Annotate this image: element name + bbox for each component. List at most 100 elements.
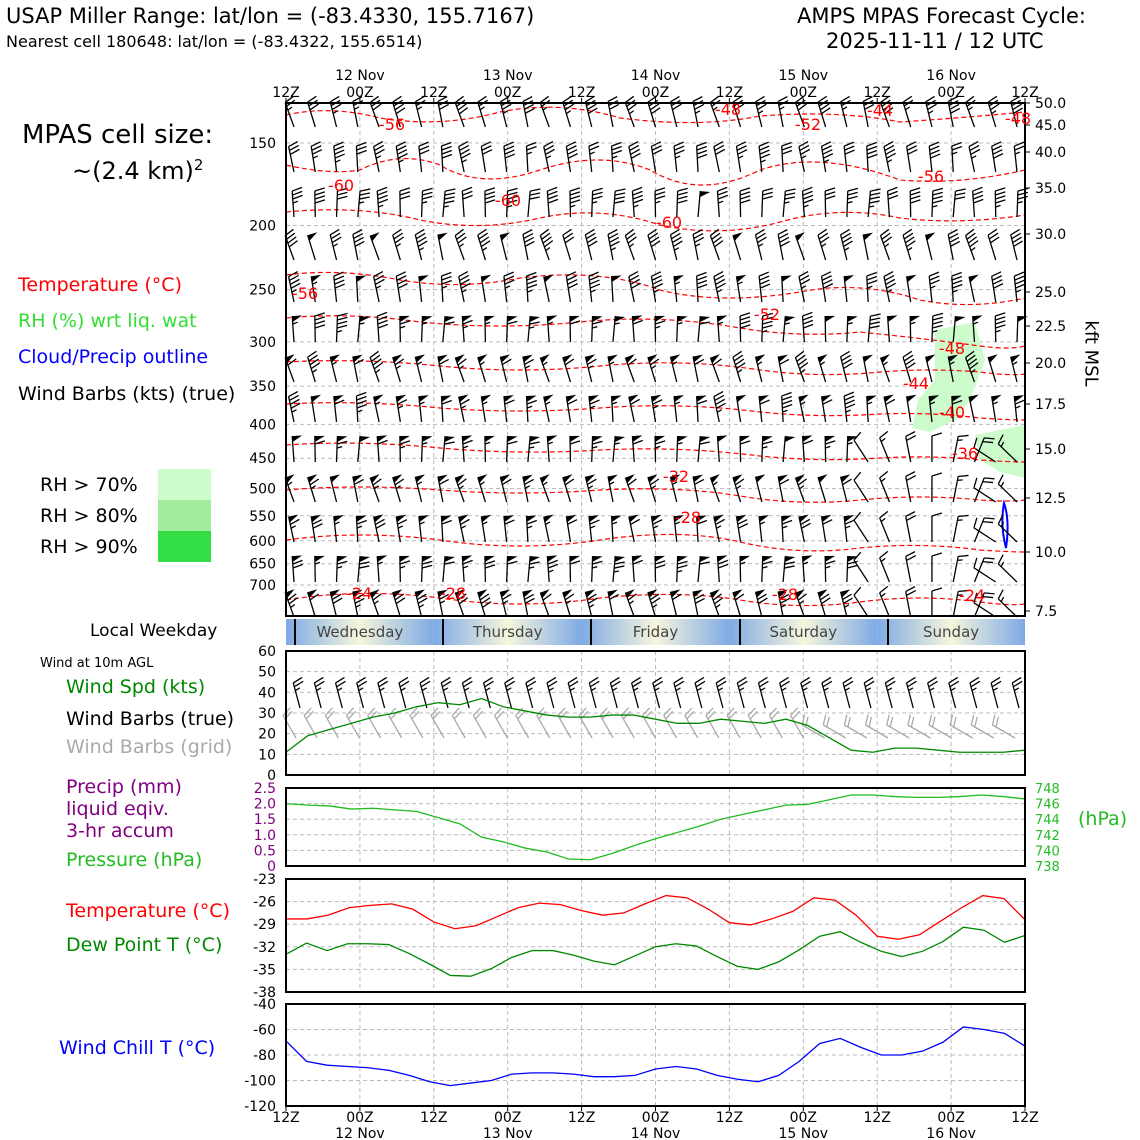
wind-barb-flag [674,275,684,283]
wind-barb-flag [441,395,452,403]
wind-barb-staff [902,234,912,261]
wind-barb-full [797,103,807,111]
wind-barb-flag [608,354,618,363]
panel-frame [285,650,1026,776]
wind-barb-flag [847,556,858,563]
wind-barb-flag [370,589,380,599]
wind-barb-full [309,593,320,601]
wind-barb-staff [546,682,555,709]
kft-tick-label: 50.0 [1035,96,1066,112]
wind-barb-full [883,140,894,148]
wind-barb-half [653,525,659,529]
wind-barb-full [501,593,512,601]
wind-barb-staff [373,396,380,423]
wind-barb-full [927,103,937,111]
wind-barb-full [567,149,578,155]
wind-barb-flag [925,354,936,363]
wind-barb-half [484,321,491,325]
wind-barb-full [614,200,625,204]
wind-barb-full [823,153,834,159]
wind-barb-flag [781,275,792,283]
wind-barb-flag [948,354,959,363]
wind-barb-half [952,289,958,293]
wind-barb-full [587,107,598,114]
wind-barb-full [359,188,371,192]
wind-barb-staff [973,487,997,503]
wind-barb-full [504,275,515,281]
wind-barb-half [782,409,788,413]
wind-barb-half [400,687,406,692]
wind-barb-half [970,368,976,374]
wind-barb-full [359,561,370,565]
wind-barb-full [817,95,828,103]
temperature-contour-label: -60 [495,191,521,210]
wind-barb-staff [822,724,847,739]
wind-barb-staff [647,591,657,618]
wind-barb-full [592,320,603,325]
wind-barb-full [651,275,662,281]
wind-barb-flag [699,436,711,443]
wind-barb-staff [794,357,805,383]
wind-barb-full [847,564,858,569]
wind-barb-flag [795,474,805,484]
wind-barb-half [464,687,470,692]
wind-barb-full [392,95,402,103]
wind-barb-half [971,687,977,692]
wind-barb-staff [952,436,959,463]
wind-barb-staff [952,516,959,543]
wind-barb-half [355,604,361,608]
wind-barb-staff [437,591,444,618]
wind-barb-staff [758,146,763,173]
wind-barb-staff [527,191,531,218]
wind-barb-half [1015,405,1021,409]
wind-barb-staff [758,516,763,543]
kft-tick-label: 30.0 [1035,227,1066,243]
wind-barb-flag [373,514,384,523]
pressure-right-tick-label: 744 [1035,813,1060,828]
wind-barb-half [589,405,596,409]
weekday-label: Wednesday [316,623,403,641]
wind-barb-staff [842,682,851,709]
temperature-contour [285,271,1026,306]
wind-barb-half [718,200,724,204]
wind-barb-staff [777,101,784,128]
wind-barb-full [654,560,666,565]
wind-barb-half [336,446,343,449]
wind-barb-full [542,593,552,601]
wind-barb-staff [758,276,763,303]
wind-barb-full [692,96,703,103]
weekday-cell [286,619,434,645]
wind-barb-full [462,559,473,565]
wind-barb-staff [631,316,635,343]
wind-barb-full [952,399,963,405]
top-time-label: 12Z [272,85,299,101]
wind-barb-staff [418,146,423,173]
wind-barb-staff [732,101,742,128]
wind-barb-staff [696,276,699,303]
wind-barb-half [482,521,488,525]
wind-barb-flag [399,555,410,563]
wind-barb-staff [584,234,593,261]
wind-barb-staff [458,396,465,423]
wind-barb-full [592,187,603,192]
wind-barb-staff [694,682,703,709]
wind-barb-flag [632,315,643,323]
wind-barb-full [781,145,792,151]
y-tick-label: -35 [253,962,276,978]
wind-barb-full [695,597,705,604]
wind-barb-full [314,316,326,321]
wind-barb-flag [988,354,998,363]
bottom-time-label: 00Z [346,1110,373,1126]
wind-barb-full [615,188,626,192]
wind-barb-flag [825,315,836,323]
wind-barb-staff [650,146,657,173]
wind-barb-flag [444,316,456,323]
wind-barb-staff [973,517,985,543]
wind-barb-half [799,600,805,605]
wind-barb-staff [782,191,787,218]
wind-barb-full [374,274,384,282]
wind-barb-staff [663,715,678,739]
wind-barb-staff [454,592,465,618]
wind-barb-full [906,434,917,441]
wind-barb-full [562,228,572,236]
